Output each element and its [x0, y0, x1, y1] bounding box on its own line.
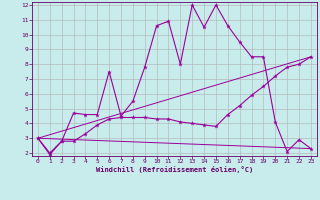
X-axis label: Windchill (Refroidissement éolien,°C): Windchill (Refroidissement éolien,°C)	[96, 166, 253, 173]
